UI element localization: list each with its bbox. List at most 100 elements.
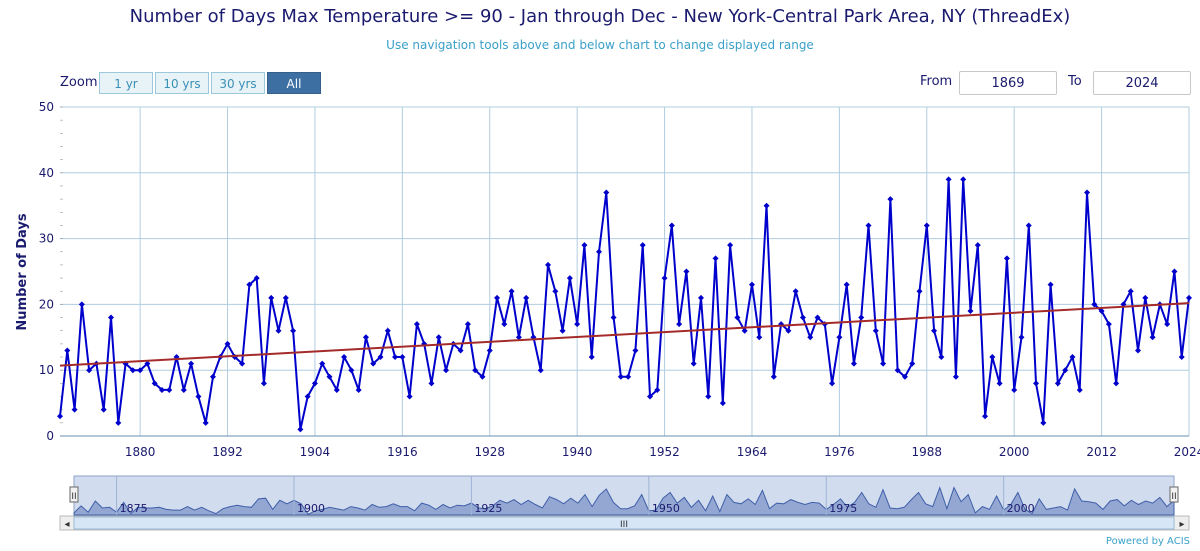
zoom-1yr-button[interactable]: 1 yr bbox=[99, 72, 153, 94]
data-point-1892 bbox=[224, 340, 231, 347]
x-tick-2024: 2024 bbox=[1174, 445, 1200, 459]
scroll-right-arrow-icon[interactable]: ▸ bbox=[1179, 519, 1184, 530]
data-point-1976 bbox=[836, 334, 843, 341]
data-point-1925 bbox=[464, 321, 471, 328]
y-tick-10: 10 bbox=[39, 363, 54, 377]
x-tick-1904: 1904 bbox=[300, 445, 331, 459]
data-point-1904 bbox=[311, 380, 318, 387]
data-point-1946 bbox=[617, 373, 624, 380]
data-point-1914 bbox=[384, 327, 391, 334]
zoom-30yrs-button[interactable]: 30 yrs bbox=[211, 72, 265, 94]
y-tick-20: 20 bbox=[39, 297, 54, 311]
data-point-1915 bbox=[392, 354, 399, 361]
x-tick-1940: 1940 bbox=[562, 445, 593, 459]
data-point-1906 bbox=[326, 373, 333, 380]
data-point-2008 bbox=[1069, 354, 1076, 361]
x-tick-1976: 1976 bbox=[824, 445, 855, 459]
data-point-1955 bbox=[683, 268, 690, 275]
data-point-1940 bbox=[574, 321, 581, 328]
data-point-2016 bbox=[1127, 288, 1134, 295]
zoom-all-button[interactable]: All bbox=[267, 72, 321, 94]
handle-glyph: II bbox=[1171, 492, 1176, 502]
scrollbar-thumb[interactable] bbox=[73, 516, 1175, 530]
data-point-1901 bbox=[290, 327, 297, 334]
data-point-1989 bbox=[931, 327, 938, 334]
data-point-1887 bbox=[188, 360, 195, 367]
data-point-2021 bbox=[1164, 321, 1171, 328]
data-point-1941 bbox=[581, 242, 588, 249]
data-point-1967 bbox=[770, 373, 777, 380]
y-axis-label: Number of Days bbox=[15, 213, 30, 330]
data-point-1890 bbox=[209, 373, 216, 380]
data-point-1977 bbox=[843, 281, 850, 288]
data-point-1932 bbox=[515, 334, 522, 341]
data-point-2005 bbox=[1047, 281, 1054, 288]
data-point-1875 bbox=[100, 406, 107, 413]
data-point-1902 bbox=[297, 426, 304, 433]
from-input[interactable] bbox=[959, 71, 1057, 95]
data-point-1909 bbox=[348, 367, 355, 374]
data-point-1959 bbox=[712, 255, 719, 262]
data-point-1962 bbox=[734, 314, 741, 321]
trend-line bbox=[59, 302, 1190, 367]
data-point-1949 bbox=[639, 242, 646, 249]
data-point-1896 bbox=[253, 275, 260, 282]
data-point-1963 bbox=[741, 327, 748, 334]
navigator-right-handle[interactable]: II bbox=[1169, 486, 1179, 503]
data-point-1945 bbox=[610, 314, 617, 321]
data-point-1984 bbox=[894, 367, 901, 374]
data-point-1926 bbox=[472, 367, 479, 374]
data-point-1958 bbox=[705, 393, 712, 400]
data-point-1964 bbox=[748, 281, 755, 288]
trend-line-segment bbox=[59, 302, 1190, 367]
powered-by-link[interactable]: Powered by ACIS bbox=[1105, 536, 1190, 547]
data-point-1882 bbox=[151, 380, 158, 387]
data-point-1957 bbox=[697, 294, 704, 301]
data-point-1944 bbox=[603, 189, 610, 196]
data-point-1873 bbox=[86, 367, 93, 374]
series-days bbox=[57, 176, 1192, 433]
handle-box bbox=[69, 486, 79, 503]
data-point-1961 bbox=[727, 242, 734, 249]
data-point-1979 bbox=[858, 314, 865, 321]
navigator-left-handle[interactable]: II bbox=[69, 486, 79, 503]
data-point-1969 bbox=[785, 327, 792, 334]
data-point-1953 bbox=[668, 222, 675, 229]
to-input[interactable] bbox=[1093, 71, 1191, 95]
data-point-1985 bbox=[901, 373, 908, 380]
data-point-1954 bbox=[676, 321, 683, 328]
data-point-1917 bbox=[406, 393, 413, 400]
data-point-1960 bbox=[719, 400, 726, 407]
data-point-2019 bbox=[1149, 334, 1156, 341]
data-point-1880 bbox=[137, 367, 144, 374]
y-tick-50: 50 bbox=[39, 100, 54, 114]
data-point-1889 bbox=[202, 419, 209, 426]
from-label: From bbox=[920, 74, 953, 89]
data-point-1986 bbox=[909, 360, 916, 367]
x-tick-1952: 1952 bbox=[649, 445, 680, 459]
data-point-1998 bbox=[996, 380, 1003, 387]
data-point-1982 bbox=[880, 360, 887, 367]
data-point-1956 bbox=[690, 360, 697, 367]
data-point-2007 bbox=[1062, 367, 1069, 374]
scroll-left-arrow-icon[interactable]: ◂ bbox=[64, 519, 69, 530]
data-point-1872 bbox=[78, 301, 85, 308]
x-tick-1916: 1916 bbox=[387, 445, 418, 459]
data-point-1950 bbox=[646, 393, 653, 400]
data-point-2011 bbox=[1091, 301, 1098, 308]
data-point-1999 bbox=[1003, 255, 1010, 262]
data-point-1972 bbox=[807, 334, 814, 341]
chart-title: Number of Days Max Temperature >= 90 - J… bbox=[129, 6, 1071, 27]
data-point-2022 bbox=[1171, 268, 1178, 275]
data-point-1905 bbox=[319, 360, 326, 367]
data-point-2018 bbox=[1142, 294, 1149, 301]
data-point-1930 bbox=[501, 321, 508, 328]
zoom-10yrs-button[interactable]: 10 yrs bbox=[155, 72, 209, 94]
data-point-1965 bbox=[756, 334, 763, 341]
data-point-1942 bbox=[588, 354, 595, 361]
navigator-label-1950: 1950 bbox=[652, 502, 680, 515]
zoom-label: Zoom bbox=[60, 75, 98, 90]
data-point-1888 bbox=[195, 393, 202, 400]
x-tick-2012: 2012 bbox=[1086, 445, 1117, 459]
